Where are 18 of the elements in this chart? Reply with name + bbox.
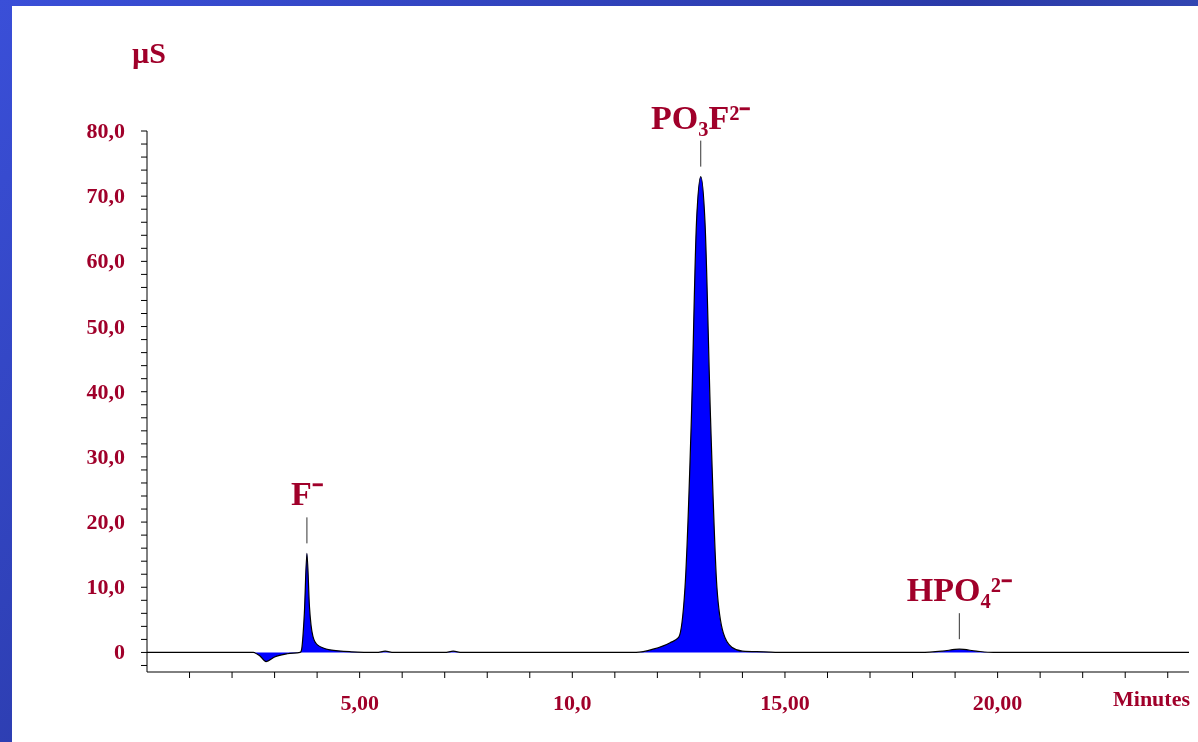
x-tick-label: 5,00	[340, 690, 379, 715]
y-tick-label: 60,0	[86, 248, 125, 274]
y-tick-label: 50,0	[86, 313, 125, 339]
annotation: F⁻	[291, 475, 323, 513]
y-tick-label: 40,0	[86, 378, 125, 404]
x-tick-label: 15,00	[760, 690, 810, 715]
y-axis-title: µS	[132, 36, 166, 70]
annotation: HPO₄²⁻	[906, 571, 1012, 609]
x-tick-label: 20,00	[972, 690, 1023, 715]
y-tick-label: 10,0	[86, 574, 125, 600]
y-tick-label: 70,0	[86, 183, 125, 209]
x-tick-label: 10,0	[553, 690, 592, 715]
y-tick-label: 20,0	[86, 509, 125, 535]
annotation: PO₃F²⁻	[651, 98, 751, 136]
y-tick-label: 0	[114, 639, 125, 665]
x-axis-title: Minutes	[1113, 686, 1190, 712]
y-tick-label: 30,0	[86, 443, 125, 469]
y-tick-label: 80,0	[86, 118, 125, 143]
